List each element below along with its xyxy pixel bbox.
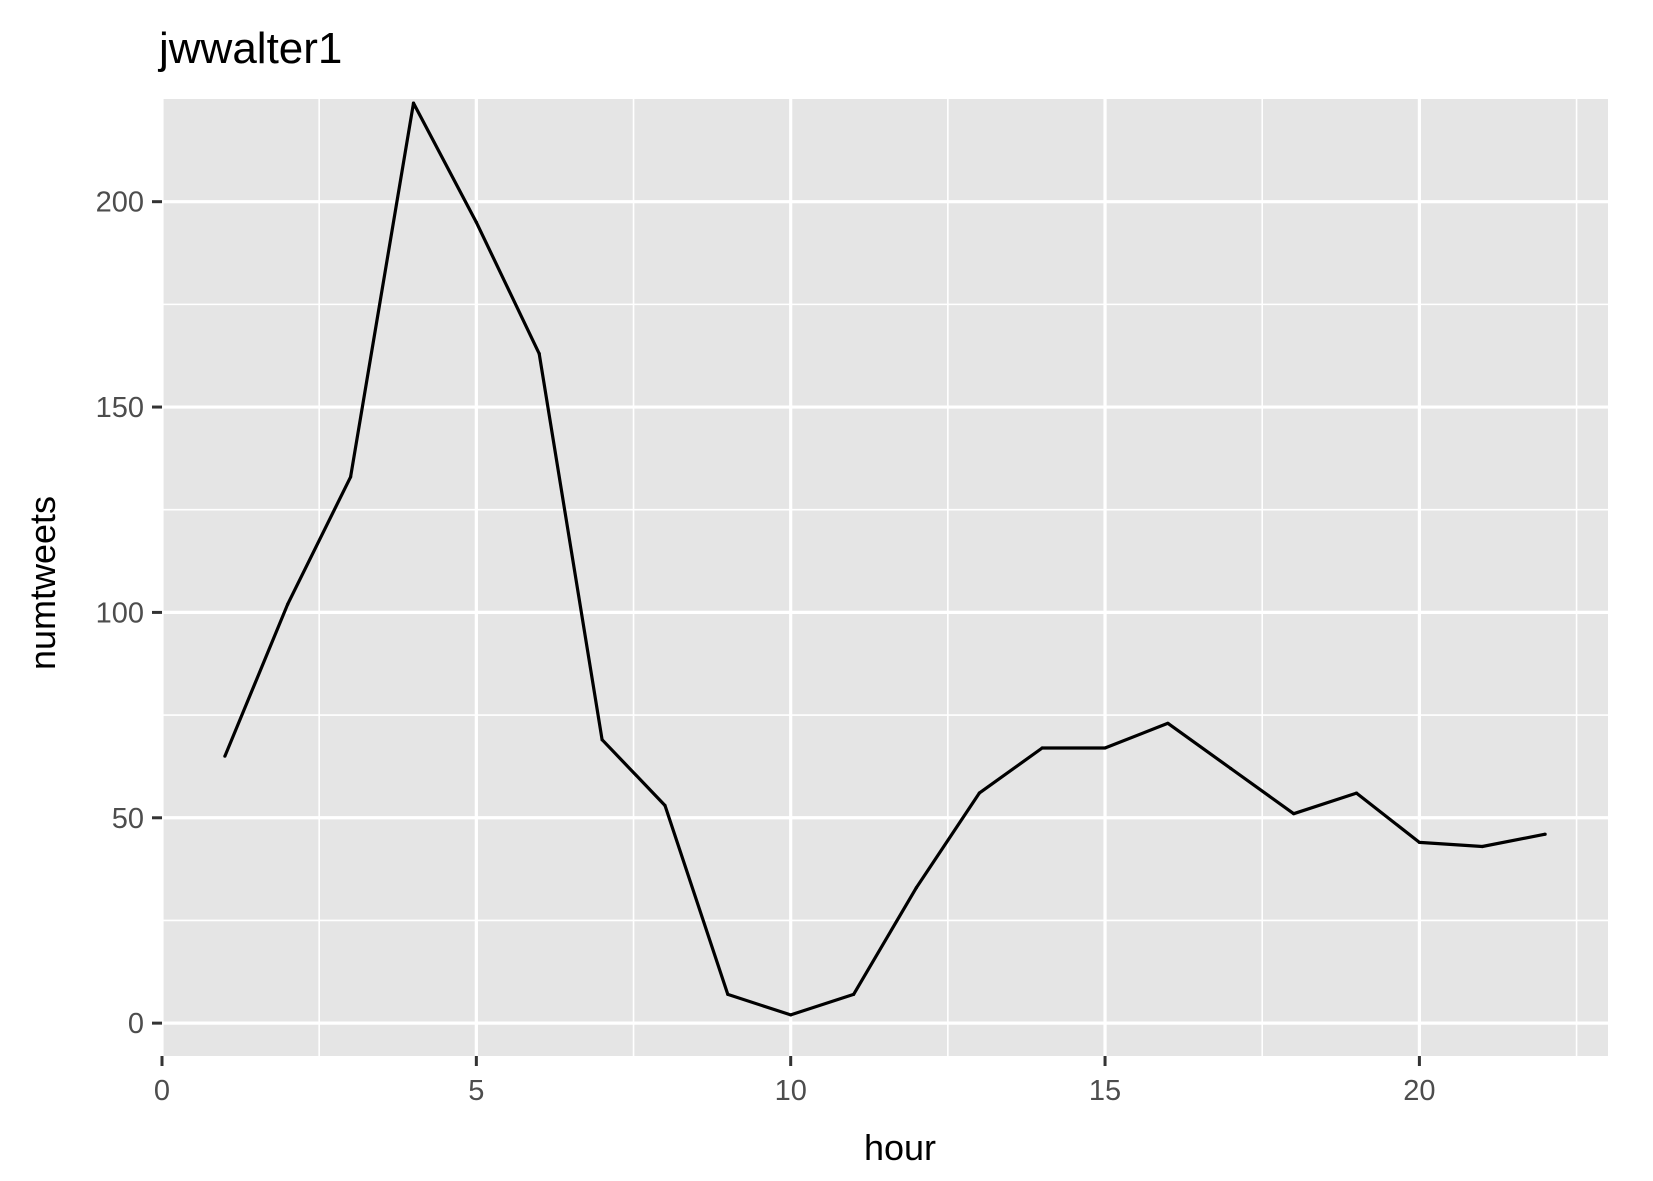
data-point (600, 738, 604, 742)
x-tick-label: 15 (1089, 1075, 1121, 1107)
y-tick-label: 50 (112, 803, 144, 835)
y-axis: 0 50 100 150 200 (96, 187, 162, 1040)
x-tick-label: 20 (1403, 1075, 1435, 1107)
data-points (223, 101, 1547, 1017)
data-point (1229, 766, 1233, 771)
data-point (1292, 812, 1296, 816)
data-point (537, 352, 541, 356)
x-tick-label: 0 (154, 1075, 170, 1107)
x-tick-label: 10 (775, 1075, 807, 1107)
data-point (1480, 844, 1484, 849)
major-gridlines (160, 99, 1608, 1056)
minor-gridlines (162, 99, 1608, 1056)
x-tick-label: 5 (468, 1075, 484, 1107)
data-point (1417, 840, 1421, 845)
data-point (726, 992, 730, 996)
y-tick-label: 0 (128, 1008, 144, 1040)
data-point (223, 754, 227, 758)
data-point (914, 886, 919, 890)
data-point (1354, 791, 1359, 795)
data-point (851, 992, 856, 996)
data-point (1103, 746, 1107, 750)
x-axis-title: hour (864, 1127, 936, 1168)
chart-title: jwwalter1 (157, 24, 342, 73)
data-point (1166, 721, 1170, 725)
data-point (977, 791, 981, 795)
x-axis: 0 5 10 15 20 (154, 1056, 1436, 1107)
y-tick-label: 100 (96, 597, 144, 629)
data-point (411, 101, 416, 105)
y-tick-label: 150 (96, 392, 144, 424)
data-point (789, 1013, 793, 1017)
data-point (349, 475, 353, 479)
data-point (663, 803, 667, 808)
y-tick-label: 200 (96, 187, 144, 219)
plot-panel (162, 99, 1608, 1056)
y-axis-title: numtweets (22, 496, 63, 670)
data-point (286, 602, 290, 606)
series-line (223, 101, 1546, 1017)
data-point (1040, 746, 1044, 750)
data-point (474, 220, 478, 224)
data-point (1543, 832, 1547, 836)
